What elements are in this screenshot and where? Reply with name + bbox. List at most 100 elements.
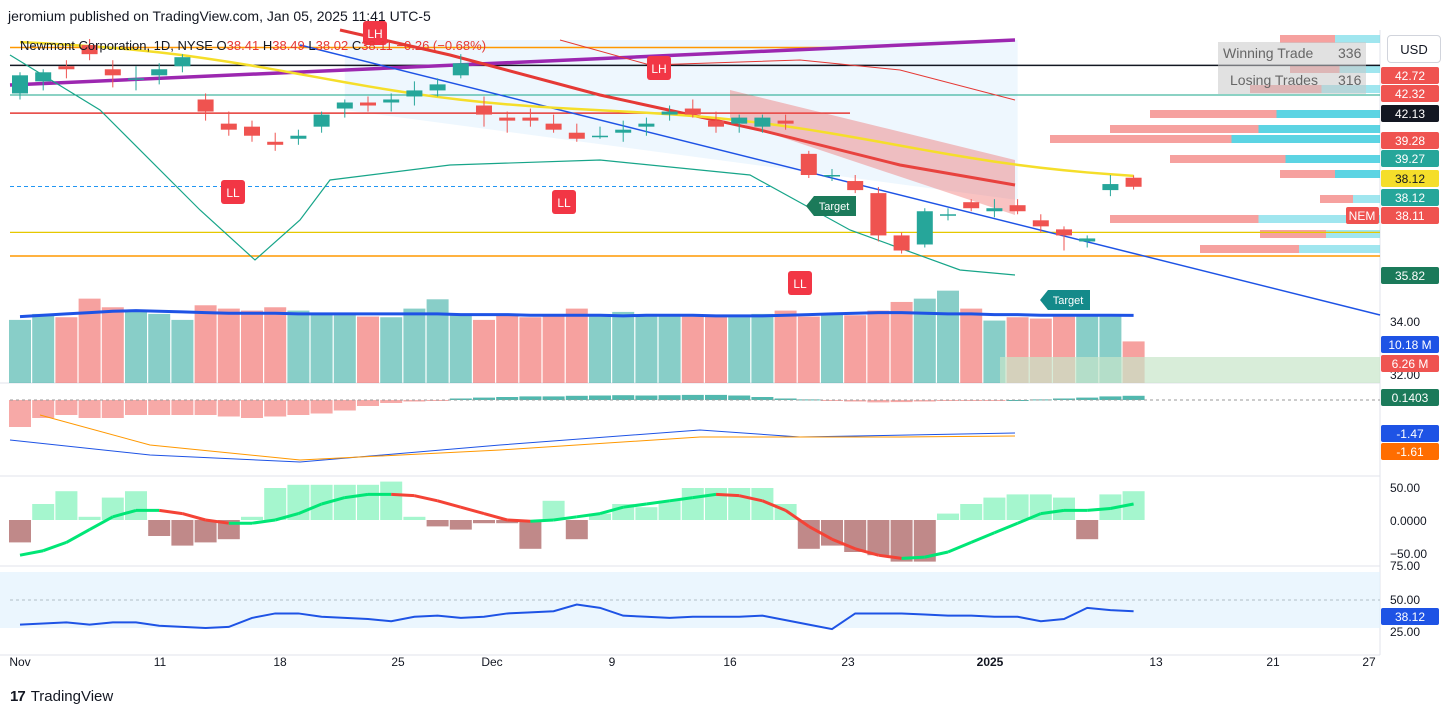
momentum-line-segment	[761, 499, 787, 512]
volume-bar	[55, 317, 78, 383]
oscillator-bar	[589, 395, 611, 400]
oscillator-value: 0.1403	[1392, 391, 1429, 405]
momentum-bar	[1006, 494, 1029, 520]
pivot-label: LL	[226, 186, 240, 200]
candle-body	[197, 99, 214, 112]
candle-body	[800, 153, 817, 175]
oscillator-bar	[542, 396, 565, 400]
momentum-bar	[357, 484, 379, 520]
bollinger-lower-band	[9, 54, 1016, 276]
oscillator-tag	[1381, 425, 1439, 442]
volume-bar	[797, 316, 820, 383]
volume-bar	[937, 290, 959, 383]
volume-bar	[357, 316, 379, 383]
oscillator-bar	[287, 400, 310, 415]
momentum-bar	[426, 520, 449, 527]
losing-trades-value: 316	[1338, 72, 1362, 88]
volume-bar	[983, 320, 1006, 383]
winning-trades-label: Winning Trade	[1223, 45, 1314, 61]
oscillator-bar	[241, 400, 263, 418]
candle-body	[940, 214, 956, 216]
candle-body	[383, 99, 400, 103]
red-ma-line	[339, 28, 1016, 187]
candle-body	[452, 63, 469, 76]
momentum-line-segment	[738, 494, 763, 503]
volume-bar	[78, 298, 101, 383]
low-value: 38.02	[315, 38, 349, 53]
oscillator-bar	[310, 400, 333, 414]
volume-bar	[264, 307, 287, 383]
momentum-line-segment	[251, 518, 276, 525]
volume-bar	[171, 319, 194, 383]
momentum-bar	[32, 504, 55, 520]
momentum-bar	[635, 507, 658, 520]
currency-button[interactable]: USD	[1387, 35, 1441, 63]
symbol-tag	[1346, 207, 1379, 224]
pivot-marker	[647, 56, 671, 80]
momentum-line-segment	[715, 492, 740, 498]
momentum-bar	[844, 520, 867, 552]
momentum-bar	[55, 491, 78, 520]
momentum-line-segment	[669, 496, 694, 503]
close-value: 38.11	[361, 38, 393, 53]
volume-bar	[496, 313, 519, 383]
volume-bar	[635, 313, 658, 383]
momentum-line-segment	[553, 515, 578, 522]
candle-body	[244, 126, 260, 136]
volume-bar	[217, 308, 240, 383]
high-value: 38.49	[272, 38, 305, 53]
blue-trendline	[299, 44, 1381, 316]
oscillator-bar	[380, 400, 403, 403]
volume-profile-bar	[1260, 230, 1326, 238]
candle-body	[684, 108, 701, 115]
volume-bar	[32, 313, 55, 383]
time-axis-tick: 23	[841, 655, 855, 669]
price-axis-tag	[1381, 189, 1439, 206]
oscillator-bar	[9, 400, 31, 427]
time-axis-tick: 11	[154, 655, 167, 669]
momentum-line-segment	[321, 496, 346, 506]
momentum-bar	[751, 488, 774, 520]
candle-body	[499, 117, 516, 121]
candle-body	[1125, 177, 1142, 187]
volume-profile-bar	[1258, 215, 1380, 223]
volume-bar	[519, 317, 542, 383]
momentum-line-segment	[784, 509, 810, 528]
candle-body	[1102, 184, 1119, 191]
volume-bar	[310, 313, 333, 383]
oscillator-bar	[612, 395, 635, 400]
oscillator-bar	[78, 400, 101, 418]
candle-body	[406, 90, 423, 97]
oscillator-bar	[890, 400, 913, 403]
volume-bar	[565, 308, 588, 383]
oscillator-bar	[1099, 396, 1122, 400]
volume-profile-bar	[1258, 125, 1380, 133]
momentum-bar	[589, 513, 611, 520]
time-axis-tick: 18	[273, 655, 287, 669]
candle-body	[615, 129, 632, 133]
momentum-line-segment	[158, 508, 183, 516]
momentum-line-segment	[19, 549, 44, 557]
oscillator-bar	[403, 400, 426, 402]
trade-stats-box: Winning Trade 336 Losing Trades 316	[1218, 42, 1366, 94]
volume-bar	[867, 310, 890, 383]
momentum-line-segment	[808, 525, 833, 541]
price-axis-value: 38.12	[1395, 191, 1425, 205]
candle-body	[313, 114, 330, 127]
oscillator-bar	[751, 397, 774, 400]
oscillator-bar	[264, 400, 287, 417]
price-axis-tag	[1381, 170, 1439, 187]
oscillator-bar	[774, 398, 797, 400]
momentum-bar	[728, 488, 751, 520]
momentum-line-segment	[182, 512, 206, 522]
oscillator-bar	[728, 395, 751, 400]
oscillator-bar	[148, 400, 171, 415]
price-axis-tag	[1381, 150, 1439, 167]
volume-bar	[101, 307, 124, 383]
oscillator-bar	[1076, 397, 1099, 400]
price-axis-tag	[1381, 85, 1439, 102]
volume-ma-line	[19, 309, 1134, 319]
symbol-name: Newmont Corporation, 1D, NYSE	[20, 38, 213, 53]
low-label: L	[308, 38, 316, 53]
